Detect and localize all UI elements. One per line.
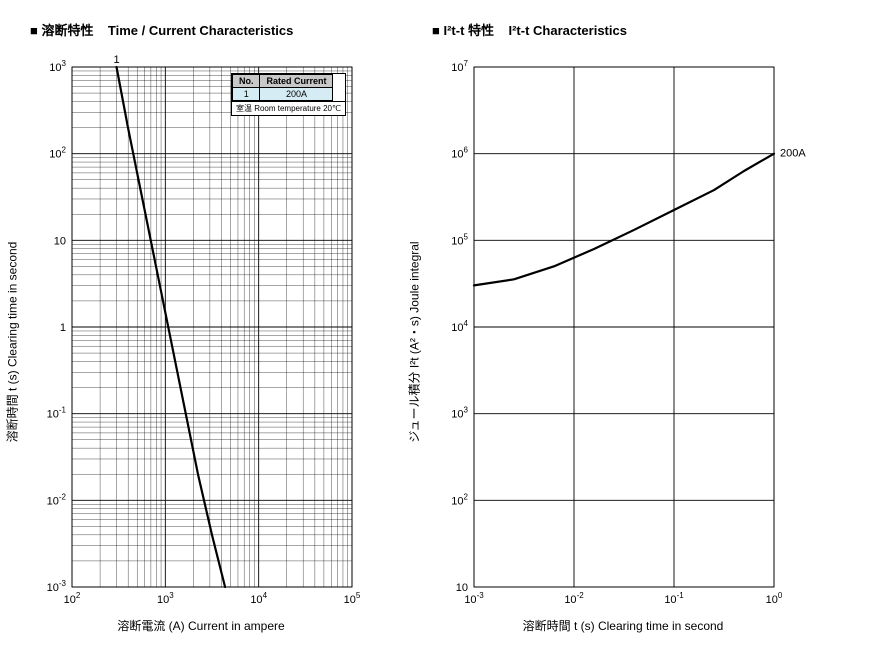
chart2-title-jp: ■ I²t-t 特性: [432, 23, 494, 38]
svg-text:103: 103: [49, 59, 66, 74]
chart2-svg: 10-310-210-110010102103104105106107200A: [432, 49, 814, 611]
svg-text:10-2: 10-2: [47, 492, 67, 507]
svg-text:103: 103: [157, 591, 174, 606]
chart2-title: ■ I²t-t 特性 I²t-t Characteristics: [432, 20, 814, 39]
chart2-ylabel: ジュール積分 I²t (A²・s) Joule integral: [406, 241, 423, 442]
svg-text:10-1: 10-1: [47, 406, 67, 421]
svg-text:102: 102: [64, 591, 81, 606]
svg-text:1: 1: [113, 54, 119, 66]
svg-text:100: 100: [766, 591, 783, 606]
svg-text:107: 107: [451, 59, 468, 74]
i2t-chart: ■ I²t-t 特性 I²t-t Characteristics ジュール積分 …: [432, 20, 814, 634]
svg-text:103: 103: [451, 406, 468, 421]
chart1-title-jp: ■ 溶断特性: [30, 23, 93, 38]
chart1-area: 溶断時間 t (s) Clearing time in second 10210…: [30, 49, 372, 634]
chart1-xlabel: 溶断電流 (A) Current in ampere: [30, 617, 372, 634]
svg-text:10-2: 10-2: [564, 591, 584, 606]
svg-text:102: 102: [49, 146, 66, 161]
svg-text:10: 10: [54, 235, 66, 247]
chart1-title: ■ 溶断特性 Time / Current Characteristics: [30, 20, 372, 39]
svg-text:200A: 200A: [780, 148, 806, 160]
svg-text:10-3: 10-3: [47, 579, 67, 594]
svg-text:10: 10: [456, 582, 468, 594]
legend-footer: 室温 Room temperature 20℃: [232, 101, 345, 115]
legend-row-no: 1: [232, 88, 260, 101]
chart2-area: ジュール積分 I²t (A²・s) Joule integral 10-310-…: [432, 49, 814, 634]
chart2-xlabel: 溶断時間 t (s) Clearing time in second: [432, 617, 814, 634]
chart1-ylabel: 溶断時間 t (s) Clearing time in second: [4, 241, 21, 442]
time-current-chart: ■ 溶断特性 Time / Current Characteristics 溶断…: [30, 20, 372, 634]
chart1-svg: 102 103 104 105 10-3 10-2 10-1 1 10 102 103 1: [30, 49, 372, 611]
svg-text:104: 104: [250, 591, 267, 606]
chart2-title-en: I²t-t Characteristics: [508, 23, 626, 38]
svg-text:104: 104: [451, 319, 468, 334]
chart1-title-en: Time / Current Characteristics: [108, 23, 293, 38]
svg-text:1: 1: [60, 322, 66, 334]
legend-header-rated: Rated Current: [260, 75, 333, 88]
legend-header-no: No.: [232, 75, 260, 88]
chart1-legend: No.Rated Current1200A室温 Room temperature…: [231, 73, 346, 116]
svg-text:105: 105: [344, 591, 361, 606]
svg-text:105: 105: [451, 232, 468, 247]
svg-text:106: 106: [451, 146, 468, 161]
svg-text:102: 102: [451, 492, 468, 507]
svg-text:10-1: 10-1: [664, 591, 684, 606]
legend-row-val: 200A: [260, 88, 333, 101]
